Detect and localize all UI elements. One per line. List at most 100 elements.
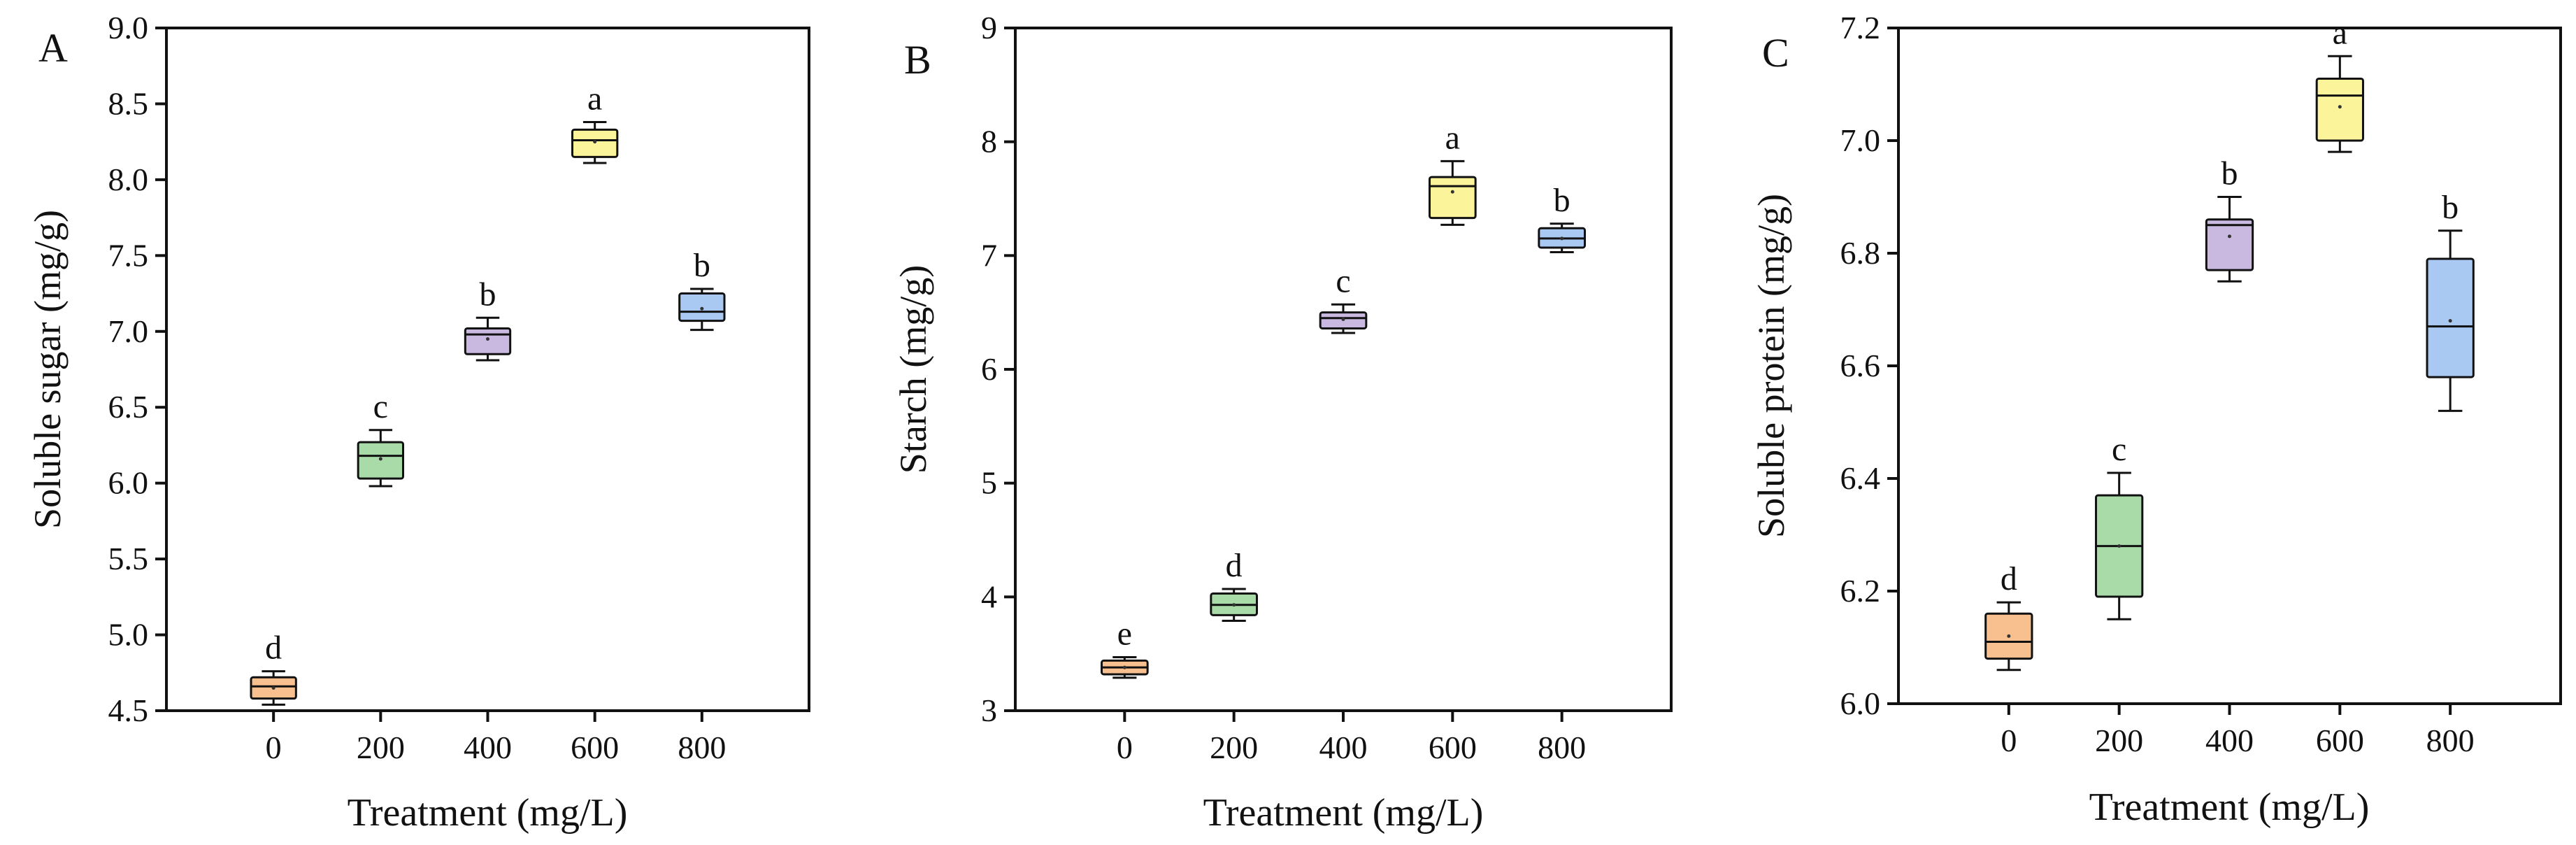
x-axis-title: Treatment (mg/L) xyxy=(2089,786,2370,829)
x-tick-label: 200 xyxy=(1210,730,1258,765)
x-axis-title: Treatment (mg/L) xyxy=(348,791,628,835)
y-axis-title: Soluble sugar (mg/g) xyxy=(27,210,69,529)
y-tick-label: 7.0 xyxy=(1840,122,1881,158)
x-axis-title: Treatment (mg/L) xyxy=(1203,791,1484,835)
y-tick-label: 9 xyxy=(981,10,997,45)
iqr-box xyxy=(464,327,512,355)
significance-letter: c xyxy=(373,388,388,425)
plot-frame xyxy=(1014,27,1673,712)
significance-letter: b xyxy=(480,276,496,313)
mean-point xyxy=(271,686,276,690)
mean-point xyxy=(700,306,704,311)
iqr-box xyxy=(2426,257,2475,378)
significance-letter: b xyxy=(694,247,710,284)
significance-letter: b xyxy=(2442,189,2459,226)
y-tick-label: 6.0 xyxy=(108,465,149,501)
y-tick-label: 6.4 xyxy=(1840,460,1881,496)
box-0: e xyxy=(1101,616,1149,679)
mean-point xyxy=(2228,234,2231,239)
box-200: c xyxy=(2095,431,2144,620)
y-tick-label: 9.0 xyxy=(108,10,149,45)
y-tick-label: 6 xyxy=(981,351,997,387)
y-tick-label: 6.2 xyxy=(1840,573,1881,609)
box-600: a xyxy=(571,80,619,164)
x-tick-label: 200 xyxy=(2095,723,2143,758)
y-tick-label: 5.0 xyxy=(108,617,149,653)
box-800: b xyxy=(678,247,726,332)
mean-point xyxy=(378,457,382,461)
mean-point xyxy=(2338,105,2342,109)
significance-letter: c xyxy=(1336,262,1350,299)
box-400: c xyxy=(1319,262,1368,334)
box-200: c xyxy=(357,388,404,488)
y-tick-label: 7 xyxy=(981,237,997,273)
chart-panel-c: 6.0 6.2 6.4 6.6 6.8 7.0 7.2 0 200 400 600 800 d c b a b C… xyxy=(1750,10,2562,829)
mean-point xyxy=(593,140,597,144)
significance-letter: b xyxy=(2221,155,2238,192)
chart-panel-a: 4.5 5.0 5.5 6.0 6.5 7.0 7.5 8.0 8.5 9.0 0 200 400 600… xyxy=(27,10,810,835)
iqr-box xyxy=(2315,77,2364,142)
y-tick-label: 7.0 xyxy=(108,313,149,349)
x-tick-label: 200 xyxy=(357,730,405,765)
box-600: a xyxy=(2315,14,2364,153)
y-tick-label: 7.5 xyxy=(108,237,149,273)
x-tick-label: 0 xyxy=(266,730,282,765)
y-tick-label: 4 xyxy=(981,578,997,614)
y-tick-label: 5.5 xyxy=(108,541,149,576)
box-0: d xyxy=(250,630,297,706)
mean-point xyxy=(486,337,489,341)
mean-point xyxy=(1450,190,1454,194)
box-200: d xyxy=(1210,547,1258,622)
mean-point xyxy=(1560,236,1564,241)
significance-letter: d xyxy=(2001,560,2017,597)
x-tick-label: 400 xyxy=(2205,723,2254,758)
y-tick-label: 6.0 xyxy=(1840,686,1881,721)
y-tick-label: 5 xyxy=(981,465,997,501)
box-600: a xyxy=(1429,119,1477,226)
x-tick-label: 0 xyxy=(1117,730,1133,765)
mean-point xyxy=(2117,544,2121,548)
iqr-box xyxy=(1429,176,1477,220)
x-tick-label: 600 xyxy=(571,730,619,765)
x-tick-label: 800 xyxy=(678,730,726,765)
x-tick-label: 600 xyxy=(2316,723,2364,758)
significance-letter: a xyxy=(1445,119,1460,156)
x-tick-label: 0 xyxy=(2001,723,2017,758)
x-tick-label: 800 xyxy=(2426,723,2475,758)
significance-letter: c xyxy=(2112,431,2126,468)
mean-point xyxy=(1122,665,1126,669)
panel-label: A xyxy=(38,25,68,71)
y-tick-label: 6.6 xyxy=(1840,348,1881,383)
mean-point xyxy=(2007,634,2011,638)
significance-letter: d xyxy=(265,630,282,667)
y-tick-label: 6.5 xyxy=(108,389,149,425)
y-tick-label: 6.8 xyxy=(1840,235,1881,271)
panel-label: B xyxy=(904,37,931,83)
y-tick-label: 4.5 xyxy=(108,693,149,728)
y-tick-label: 7.2 xyxy=(1840,10,1881,45)
significance-letter: b xyxy=(1554,182,1570,219)
box-400: b xyxy=(2205,155,2254,283)
x-tick-label: 800 xyxy=(1538,730,1586,765)
box-800: b xyxy=(2426,189,2475,412)
panel-label: C xyxy=(1762,30,1789,76)
x-tick-label: 400 xyxy=(464,730,512,765)
box-800: b xyxy=(1538,182,1586,253)
mean-point xyxy=(1232,603,1236,607)
y-tick-label: 8.5 xyxy=(108,85,149,121)
chart-panel-b: 3 4 5 6 7 8 9 0 200 400 600 800 e d c a b B Starch (mg/g) T… xyxy=(892,10,1673,835)
iqr-box xyxy=(2205,218,2254,271)
y-tick-label: 3 xyxy=(981,693,997,728)
significance-letter: d xyxy=(1226,547,1243,584)
box-0: d xyxy=(1984,560,2033,672)
y-axis-title: Soluble protein (mg/g) xyxy=(1750,194,1792,538)
plot-frame xyxy=(165,27,810,712)
box-400: b xyxy=(464,276,512,362)
y-tick-label: 8 xyxy=(981,124,997,159)
y-axis-title: Starch (mg/g) xyxy=(892,265,934,474)
y-tick-label: 8.0 xyxy=(108,162,149,197)
significance-letter: a xyxy=(2333,14,2347,51)
x-tick-label: 600 xyxy=(1429,730,1477,765)
mean-point xyxy=(1341,317,1345,321)
